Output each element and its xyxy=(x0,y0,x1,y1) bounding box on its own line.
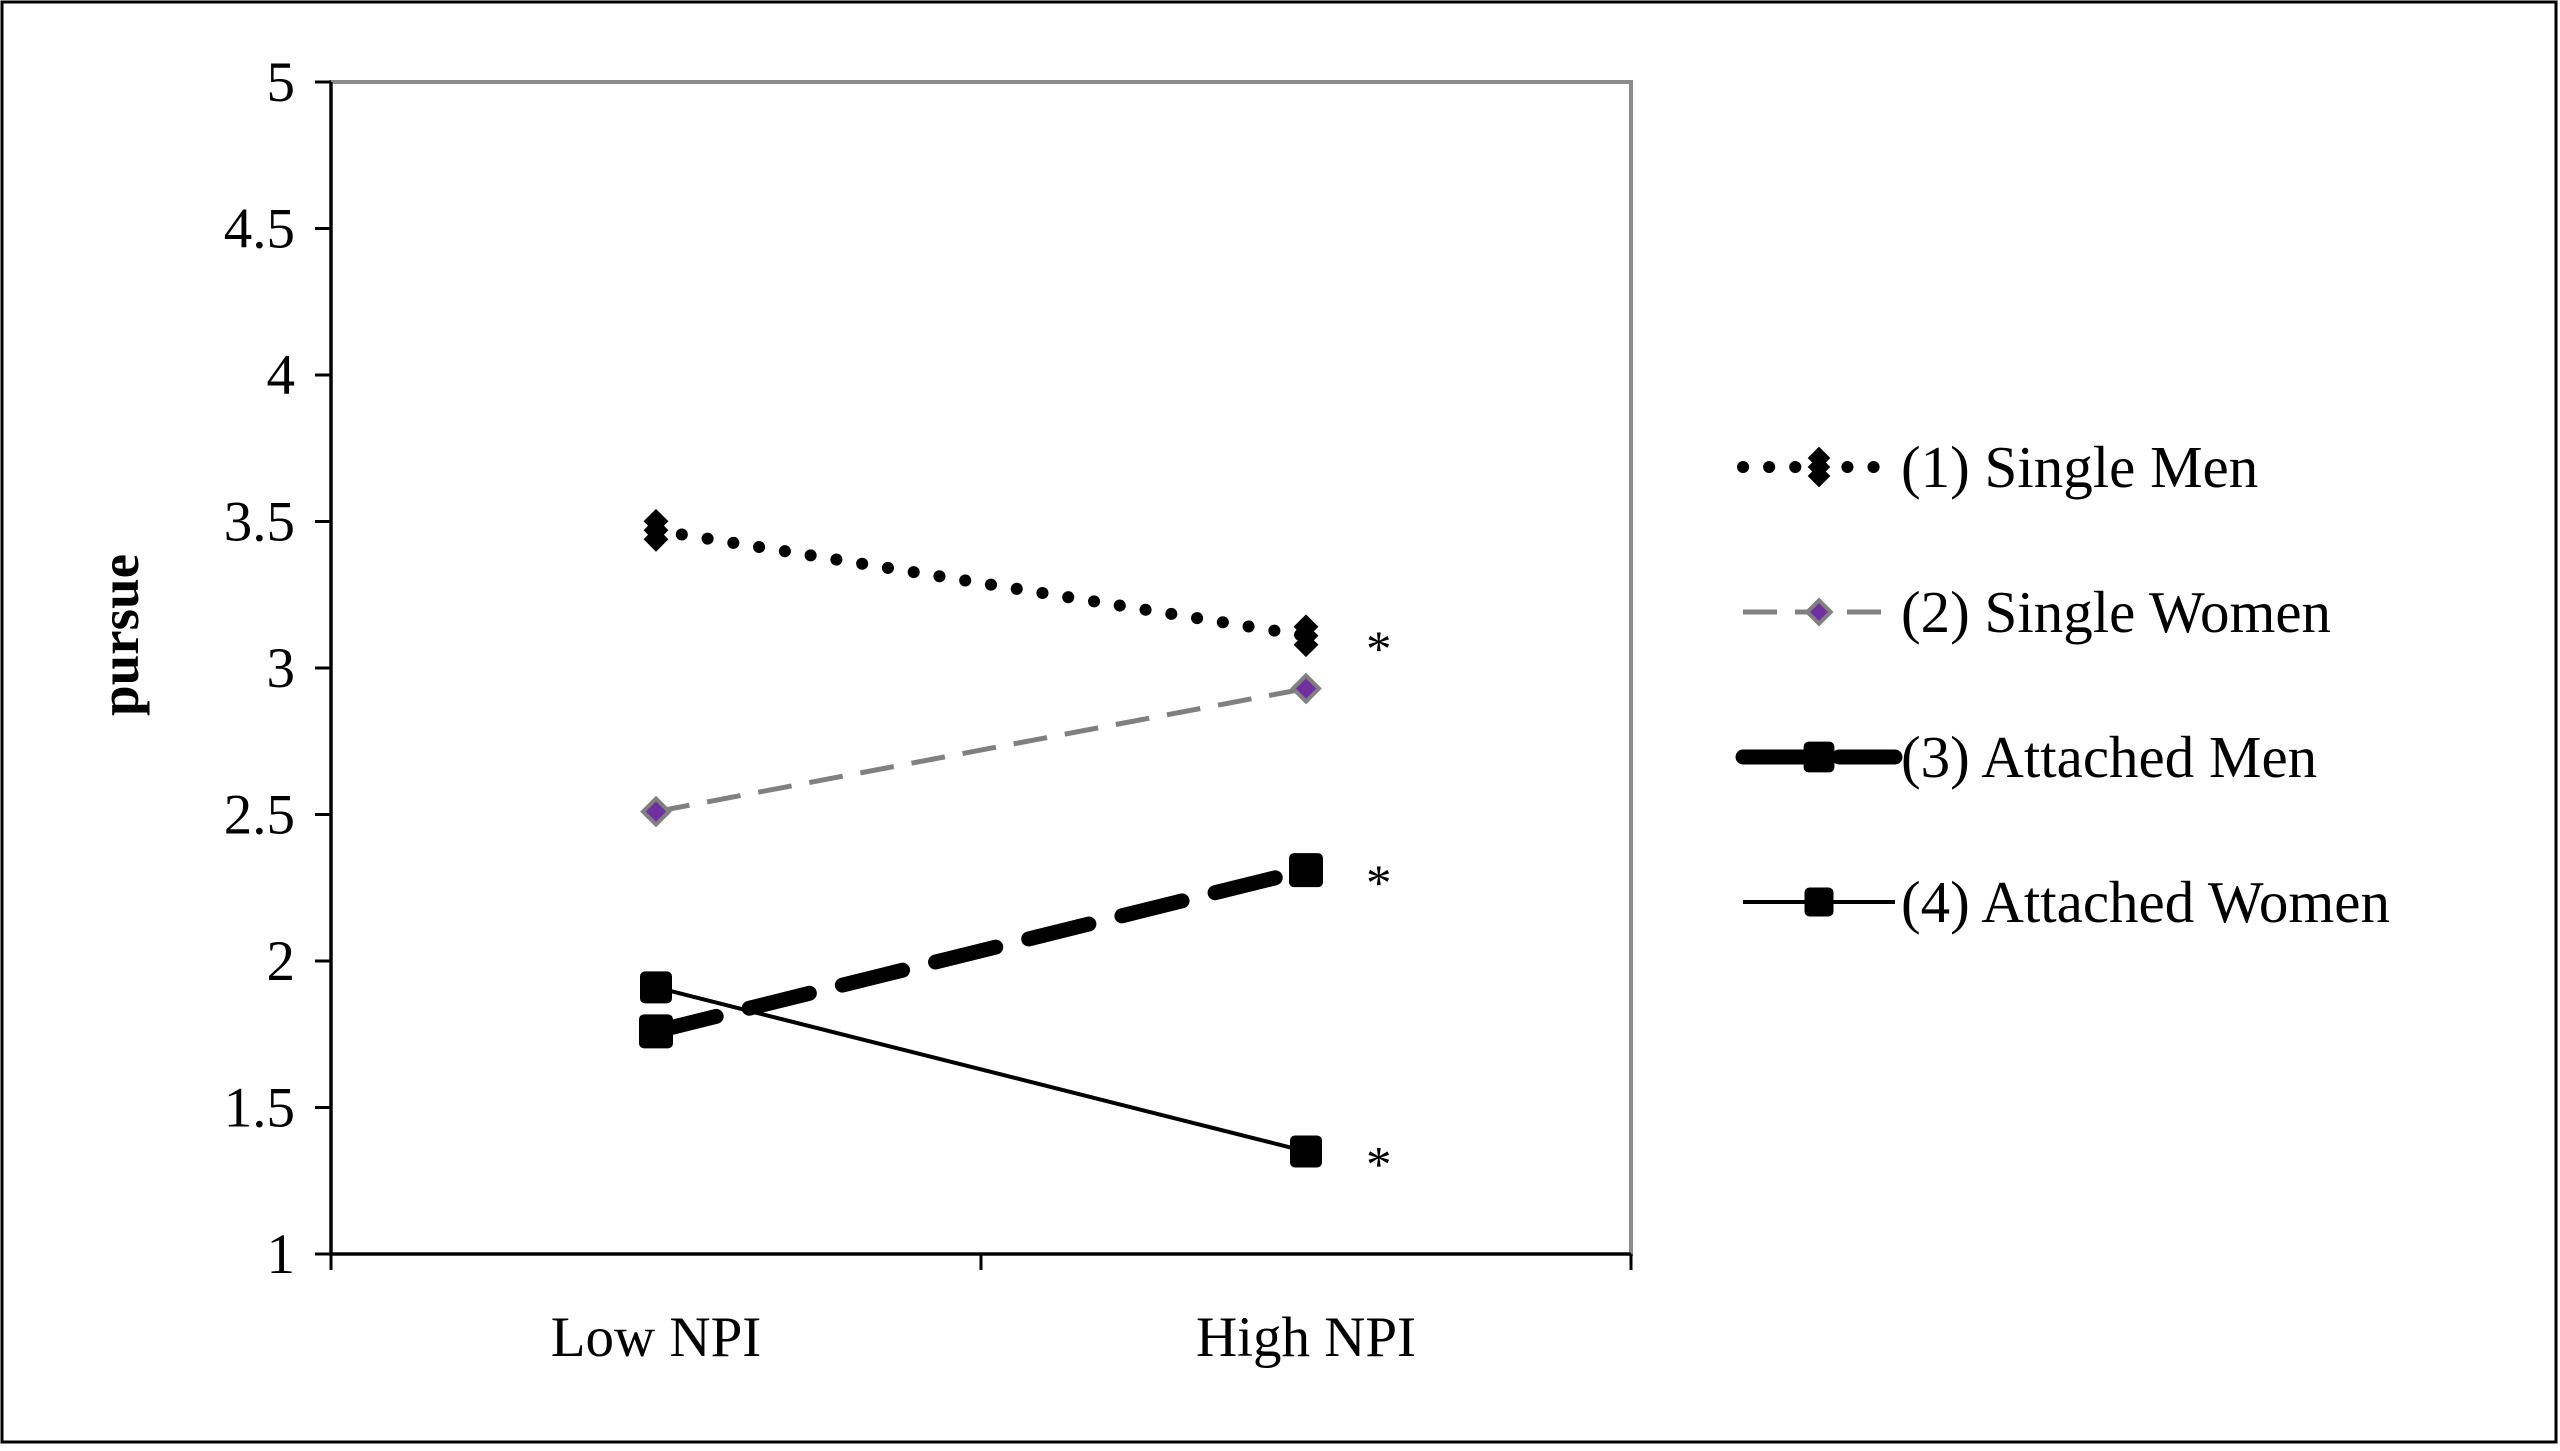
series-1: * xyxy=(643,508,1392,678)
data-point xyxy=(1290,672,1322,705)
legend-entry: (4) Attached Women xyxy=(1743,869,2390,935)
significance-marker: * xyxy=(1366,856,1392,912)
y-tick-label: 3 xyxy=(267,637,296,700)
legend-swatch-marker xyxy=(1804,597,1834,627)
data-point xyxy=(1293,632,1319,658)
data-point xyxy=(639,1014,673,1049)
legend-entry: (1) Single Men xyxy=(1737,434,2258,500)
y-axis: 1 1.5 2 2.5 3 3.5 4 4.5 5 xyxy=(224,51,333,1286)
series-4: * xyxy=(640,971,1392,1193)
legend-label: (2) Single Women xyxy=(1901,579,2331,645)
y-tick-label: 2.5 xyxy=(224,784,295,847)
data-point xyxy=(1290,1135,1322,1168)
significance-marker: * xyxy=(1366,622,1392,678)
legend-swatch-marker xyxy=(1804,887,1834,917)
data-point xyxy=(640,971,672,1004)
legend-entry: (2) Single Women xyxy=(1743,579,2331,645)
y-tick-label: 1.5 xyxy=(224,1077,295,1140)
data-point xyxy=(640,795,672,828)
series-2 xyxy=(640,672,1322,828)
legend-swatch-marker xyxy=(1807,464,1831,488)
legend-entry: (3) Attached Men xyxy=(1735,724,2317,790)
y-tick-label: 4.5 xyxy=(224,198,295,261)
series-line xyxy=(648,862,1314,1039)
series-line xyxy=(655,985,1307,1154)
y-tick-label: 3.5 xyxy=(224,491,295,554)
series-line xyxy=(655,686,1307,815)
y-tick-label: 2 xyxy=(267,930,296,993)
legend-label: (3) Attached Men xyxy=(1901,724,2317,790)
x-tick-label: Low NPI xyxy=(551,1306,762,1369)
plot-area xyxy=(329,80,1633,1256)
data-point xyxy=(1289,853,1323,888)
legend-swatch-marker xyxy=(1803,741,1835,773)
series-3: * xyxy=(639,853,1392,1049)
legend: (1) Single Men (2) Single Women (3) Attach… xyxy=(1735,434,2390,935)
x-axis: Low NPI High NPI xyxy=(329,1252,1633,1369)
y-tick-label: 5 xyxy=(267,51,296,114)
significance-marker: * xyxy=(1366,1137,1392,1193)
series-line xyxy=(650,524,1312,642)
series-layer: * * * xyxy=(639,508,1392,1193)
legend-label: (1) Single Men xyxy=(1901,434,2258,500)
y-tick-label: 1 xyxy=(267,1223,296,1286)
y-tick-label: 4 xyxy=(267,344,296,407)
legend-label: (4) Attached Women xyxy=(1901,869,2390,935)
x-tick-label: High NPI xyxy=(1196,1306,1416,1369)
y-axis-label: pursue xyxy=(89,554,150,716)
data-point xyxy=(643,526,669,552)
